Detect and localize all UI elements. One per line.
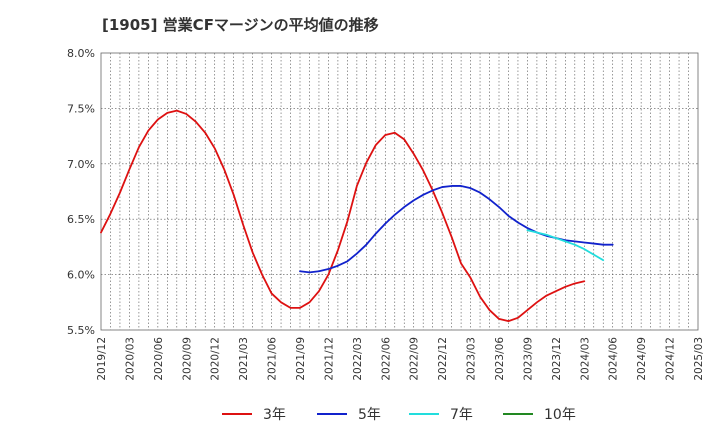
series-lines [100,109,614,323]
x-tick-label: 2023/03 [466,337,478,381]
x-tick-label: 2024/06 [608,337,620,381]
legend-label: 7年 [450,407,473,423]
x-tick-label: 2025/03 [693,337,705,381]
y-tick-label: 7.0% [67,158,95,171]
x-axis-ticks: 2019/12 2020/03 2020/06 2020/09 2020/12 2021/… [96,337,705,381]
y-axis-ticks: 5.5% 6.0% 6.5% 7.0% 7.5% 8.0% [67,47,95,337]
plot-border [100,52,699,331]
x-tick-label: 2022/09 [409,337,421,381]
x-tick-label: 2024/12 [665,337,677,381]
x-tick-label: 2021/09 [295,337,307,381]
x-tick-label: 2022/06 [380,337,392,381]
x-tick-label: 2023/06 [494,337,506,381]
x-tick-label: 2020/06 [153,337,165,381]
y-tick-label: 6.5% [67,213,95,226]
x-tick-label: 2024/09 [636,337,648,381]
x-tick-label: 2020/12 [210,337,222,381]
series-line-7年 [526,229,605,262]
legend: 3年 5年 7年 10年 [222,407,576,423]
series-line-5年 [299,185,614,274]
x-tick-label: 2022/12 [437,337,449,381]
x-tick-label: 2020/03 [124,337,136,381]
x-tick-label: 2020/09 [181,337,193,381]
x-tick-label: 2021/06 [267,337,279,381]
grid-lines [101,53,698,330]
x-tick-label: 2023/12 [551,337,563,381]
x-tick-label: 2023/09 [522,337,534,381]
plot-area [100,52,699,331]
y-tick-label: 7.5% [67,102,95,115]
chart-title: [1905] 営業CFマージンの平均値の推移 [102,16,379,34]
y-tick-label: 6.0% [67,269,95,282]
legend-label: 10年 [544,407,576,423]
legend-label: 5年 [358,407,381,423]
x-tick-label: 2021/12 [323,337,335,381]
x-tick-label: 2021/03 [238,337,250,381]
x-tick-label: 2019/12 [96,337,108,381]
y-tick-label: 8.0% [67,47,95,60]
x-tick-label: 2024/03 [579,337,591,381]
legend-label: 3年 [263,407,286,423]
series-line-3年 [100,109,586,323]
x-tick-label: 2022/03 [352,337,364,381]
y-tick-label: 5.5% [67,324,95,337]
